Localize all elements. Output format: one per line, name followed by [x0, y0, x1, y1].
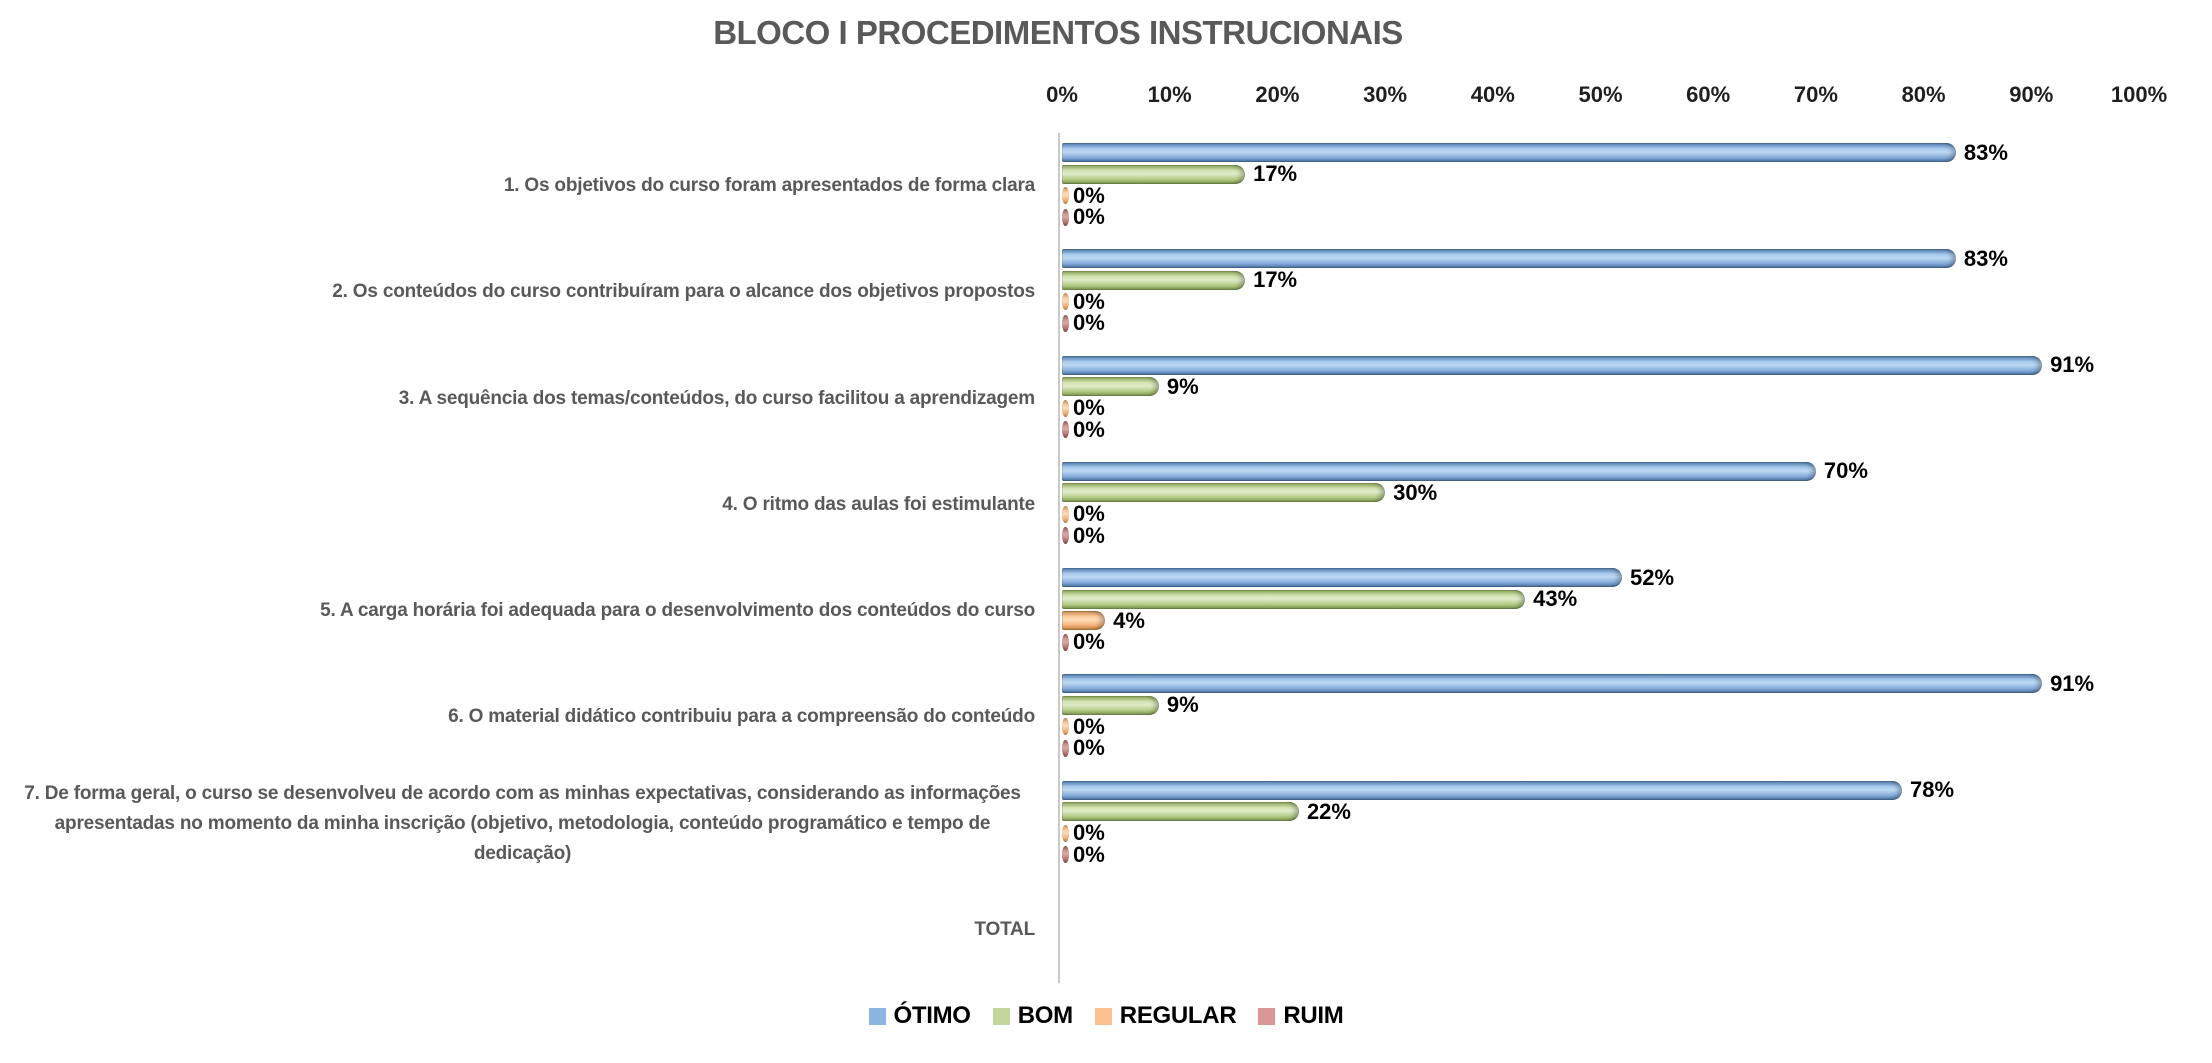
value-label-regular: 0%	[1073, 501, 1105, 527]
bar-ruim-zero	[1062, 314, 1069, 332]
legend-item-ruim: RUIM	[1258, 1002, 1344, 1030]
value-label-bom: 17%	[1253, 267, 1298, 293]
x-axis-tick-label: 60%	[1686, 82, 1731, 107]
bar-bom	[1062, 802, 1299, 821]
bar-regular-zero	[1062, 505, 1069, 523]
value-label-regular: 0%	[1073, 182, 1105, 208]
x-axis-tick-label: 40%	[1470, 82, 1515, 107]
legend-swatch-ruim	[1258, 1007, 1276, 1025]
bar-regular-zero	[1062, 824, 1069, 842]
bar-ruim-zero	[1062, 633, 1069, 651]
bar-bom	[1062, 695, 1159, 715]
value-label-regular: 0%	[1073, 395, 1105, 420]
value-label-otimo: 91%	[2050, 352, 2095, 377]
legend-swatch-otimo	[868, 1007, 886, 1025]
value-label-ruim: 0%	[1073, 522, 1105, 548]
value-label-bom: 43%	[1533, 586, 1578, 611]
bar-otimo	[1062, 143, 1956, 162]
bar-otimo	[1062, 674, 2043, 694]
value-label-bom: 30%	[1393, 479, 1438, 505]
bar-regular-zero	[1062, 718, 1069, 736]
value-label-otimo: 91%	[2050, 670, 2095, 696]
value-label-ruim: 0%	[1073, 204, 1105, 229]
value-label-regular: 4%	[1113, 607, 1145, 633]
bar-bom	[1062, 164, 1246, 184]
x-axis-tick-label: 0%	[1046, 82, 1078, 107]
x-axis-tick-label: 20%	[1255, 82, 1300, 107]
bar-otimo	[1062, 249, 1956, 269]
legend-item-regular: REGULAR	[1094, 1002, 1237, 1030]
bar-regular	[1062, 611, 1106, 630]
value-label-otimo: 70%	[1823, 458, 1868, 484]
legend-label-ruim: RUIM	[1283, 1002, 1344, 1029]
category-label-6: 6. O material didático contribuiu para a…	[448, 706, 1035, 728]
legend-label-regular: REGULAR	[1119, 1002, 1237, 1029]
x-axis-tick-label: 10%	[1147, 82, 1192, 107]
value-axis-line	[1058, 133, 1060, 983]
value-label-otimo: 52%	[1630, 564, 1675, 590]
value-label-bom: 17%	[1253, 161, 1298, 186]
x-axis-tick-label: 100%	[2110, 82, 2168, 107]
value-label-ruim: 0%	[1073, 841, 1105, 867]
bar-bom	[1062, 483, 1386, 503]
value-label-bom: 9%	[1166, 692, 1199, 718]
bar-regular-zero	[1062, 187, 1069, 204]
x-axis-tick-label: 90%	[2009, 82, 2054, 107]
bar-ruim-zero	[1062, 527, 1069, 545]
category-label-7: 7. De forma geral, o curso se desenvolve…	[24, 782, 1021, 864]
bar-regular-zero	[1062, 399, 1069, 417]
value-label-ruim: 0%	[1073, 310, 1105, 336]
bar-bom	[1062, 377, 1159, 396]
value-label-otimo: 78%	[1910, 777, 1955, 802]
bar-bom	[1062, 589, 1526, 609]
bar-otimo	[1062, 355, 2043, 375]
legend: ÓTIMO BOM REGULAR RUIM	[0, 1002, 2212, 1030]
x-axis-tick-label: 80%	[1901, 82, 1946, 107]
value-label-regular: 0%	[1073, 288, 1105, 314]
legend-item-otimo: ÓTIMO	[868, 1002, 971, 1030]
x-axis-tick-label: 70%	[1793, 82, 1838, 107]
value-label-otimo: 83%	[1963, 245, 2008, 271]
value-label-bom: 9%	[1166, 373, 1199, 399]
x-axis-tick-label: 30%	[1363, 82, 1408, 107]
value-label-bom: 22%	[1306, 798, 1351, 824]
bar-ruim-zero	[1062, 739, 1069, 757]
bar-ruim-zero	[1062, 421, 1069, 438]
value-label-regular: 0%	[1073, 820, 1105, 845]
bar-bom	[1062, 270, 1246, 290]
category-label-4: 4. O ritmo das aulas foi estimulante	[722, 493, 1035, 515]
legend-swatch-bom	[992, 1007, 1010, 1025]
category-label-8: TOTAL	[974, 918, 1035, 940]
chart-title: BLOCO I PROCEDIMENTOS INSTRUCIONAIS	[713, 14, 1403, 51]
category-label-2: 2. Os conteúdos do curso contribuíram pa…	[332, 281, 1035, 303]
bar-ruim-zero	[1062, 846, 1069, 863]
category-label-5: 5. A carga horária foi adequada para o d…	[320, 600, 1035, 622]
legend-item-bom: BOM	[992, 1002, 1073, 1030]
x-axis-tick-label: 50%	[1578, 82, 1623, 107]
category-label-1: 1. Os objetivos do curso foram apresenta…	[503, 175, 1035, 197]
value-label-regular: 0%	[1073, 713, 1105, 739]
value-label-otimo: 83%	[1963, 139, 2008, 165]
bar-otimo	[1062, 780, 1903, 800]
value-label-ruim: 0%	[1073, 416, 1105, 442]
legend-swatch-regular	[1094, 1007, 1112, 1025]
bar-regular-zero	[1062, 293, 1069, 311]
bar-otimo	[1062, 568, 1623, 587]
value-label-ruim: 0%	[1073, 629, 1105, 654]
category-label-3: 3. A sequência dos temas/conteúdos, do c…	[398, 387, 1035, 409]
legend-label-bom: BOM	[1017, 1002, 1073, 1029]
bar-otimo	[1062, 461, 1816, 481]
bar-ruim-zero	[1062, 208, 1069, 226]
value-label-ruim: 0%	[1073, 735, 1105, 761]
legend-label-otimo: ÓTIMO	[893, 1002, 971, 1029]
